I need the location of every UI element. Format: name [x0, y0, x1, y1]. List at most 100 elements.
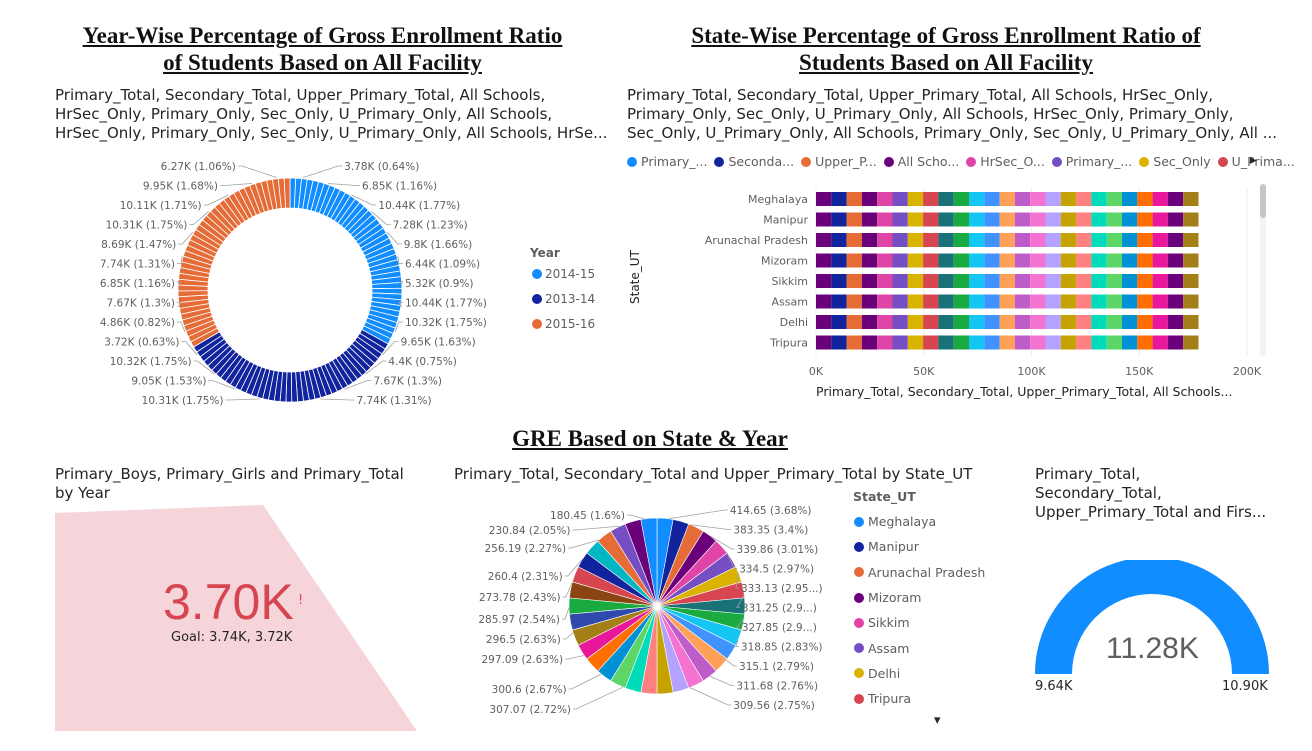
bar-segment[interactable] [1045, 212, 1061, 227]
bar-segment[interactable] [969, 253, 985, 268]
bar-segment[interactable] [984, 315, 1000, 329]
bar-segment[interactable] [1152, 233, 1168, 247]
bar-segment[interactable] [877, 274, 893, 288]
bar-segment[interactable] [816, 253, 832, 268]
bar-segment[interactable] [1137, 253, 1153, 268]
bar-segment[interactable] [1060, 335, 1077, 350]
bar-segment[interactable] [1014, 192, 1031, 206]
bar-segment[interactable] [1076, 315, 1092, 329]
legend-next-arrow[interactable]: ▸ [1250, 153, 1257, 168]
bar-segment[interactable] [1167, 315, 1184, 329]
bar-segment[interactable] [1122, 335, 1138, 350]
bar-segment[interactable] [938, 253, 954, 268]
bar-segment[interactable] [984, 253, 1000, 268]
bar-segment[interactable] [1167, 294, 1184, 309]
pie-legend-item[interactable]: Meghalaya [854, 509, 985, 534]
pie-legend-item[interactable]: Assam [854, 635, 985, 660]
bar-segment[interactable] [999, 192, 1015, 206]
bar-segment[interactable] [1183, 192, 1199, 206]
bar-segment[interactable] [861, 192, 878, 206]
bar-segment[interactable] [999, 212, 1015, 227]
bar-legend-item[interactable]: Upper_P... [801, 154, 877, 169]
bar-segment[interactable] [861, 315, 878, 329]
bar-segment[interactable] [816, 315, 832, 329]
bar-segment[interactable] [1030, 253, 1046, 268]
bar-segment[interactable] [831, 274, 847, 288]
bar-segment[interactable] [923, 274, 939, 288]
bar-segment[interactable] [877, 253, 893, 268]
bar-segment[interactable] [1060, 294, 1077, 309]
bar-segment[interactable] [892, 335, 908, 350]
bar-scrollbar-thumb[interactable] [1260, 184, 1266, 218]
bar-segment[interactable] [1076, 274, 1092, 288]
bar-segment[interactable] [1122, 294, 1138, 309]
bar-segment[interactable] [816, 233, 832, 247]
bar-segment[interactable] [831, 233, 847, 247]
bar-segment[interactable] [938, 274, 954, 288]
bar-segment[interactable] [1183, 294, 1199, 309]
bar-segment[interactable] [923, 253, 939, 268]
bar-segment[interactable] [999, 315, 1015, 329]
bar-segment[interactable] [999, 294, 1015, 309]
bar-segment[interactable] [1167, 233, 1184, 247]
bar-segment[interactable] [1183, 212, 1199, 227]
bar-segment[interactable] [1030, 192, 1046, 206]
bar-segment[interactable] [1045, 253, 1061, 268]
bar-segment[interactable] [831, 335, 847, 350]
bar-segment[interactable] [969, 294, 985, 309]
bar-segment[interactable] [1137, 233, 1153, 247]
pie-legend-item[interactable]: Arunachal Pradesh [854, 560, 985, 585]
bar-segment[interactable] [984, 212, 1000, 227]
bar-segment[interactable] [938, 212, 954, 227]
bar-segment[interactable] [1106, 274, 1123, 288]
bar-legend-item[interactable]: HrSec_O... [966, 154, 1045, 169]
bar-segment[interactable] [1183, 274, 1199, 288]
bar-segment[interactable] [831, 212, 847, 227]
bar-segment[interactable] [1091, 192, 1107, 206]
bar-segment[interactable] [907, 253, 924, 268]
bar-segment[interactable] [1122, 253, 1138, 268]
bar-segment[interactable] [1167, 212, 1184, 227]
bar-segment[interactable] [1045, 315, 1061, 329]
bar-segment[interactable] [1076, 212, 1092, 227]
bar-segment[interactable] [1091, 315, 1107, 329]
bar-segment[interactable] [861, 233, 878, 247]
bar-segment[interactable] [1076, 335, 1092, 350]
bar-segment[interactable] [1091, 274, 1107, 288]
bar-segment[interactable] [1167, 335, 1184, 350]
bar-segment[interactable] [1106, 253, 1123, 268]
bar-segment[interactable] [1091, 294, 1107, 309]
bar-segment[interactable] [1152, 253, 1168, 268]
bar-segment[interactable] [846, 233, 862, 247]
bar-segment[interactable] [907, 274, 924, 288]
donut-segment[interactable] [283, 177, 291, 209]
bar-segment[interactable] [1091, 212, 1107, 227]
bar-segment[interactable] [1014, 335, 1031, 350]
bar-segment[interactable] [1030, 315, 1046, 329]
bar-segment[interactable] [1152, 274, 1168, 288]
bar-segment[interactable] [877, 315, 893, 329]
bar-segment[interactable] [1106, 315, 1123, 329]
bar-segment[interactable] [907, 315, 924, 329]
bar-segment[interactable] [846, 315, 862, 329]
bar-segment[interactable] [861, 335, 878, 350]
bar-segment[interactable] [846, 212, 862, 227]
bar-segment[interactable] [1167, 253, 1184, 268]
bar-segment[interactable] [969, 335, 985, 350]
bar-segment[interactable] [984, 335, 1000, 350]
bar-segment[interactable] [1060, 274, 1077, 288]
bar-segment[interactable] [1137, 212, 1153, 227]
state-pie-chart[interactable]: 414.65 (3.68%) 383.35 (3.4%) 339.86 (3.01%… [460, 488, 840, 728]
bar-segment[interactable] [861, 294, 878, 309]
bar-legend-item[interactable]: Primary_... [627, 154, 707, 169]
year-donut-chart[interactable]: 3.78K (0.64%) 6.85K (1.16%) 10.44K (1.77%)… [40, 150, 630, 425]
bar-segment[interactable] [923, 192, 939, 206]
bar-segment[interactable] [1167, 274, 1184, 288]
bar-legend-item[interactable]: All Scho... [883, 154, 959, 169]
pie-slice[interactable] [640, 517, 658, 607]
bar-segment[interactable] [846, 335, 862, 350]
bar-segment[interactable] [1152, 192, 1168, 206]
bar-segment[interactable] [816, 192, 832, 206]
bar-segment[interactable] [984, 233, 1000, 247]
bar-segment[interactable] [938, 315, 954, 329]
